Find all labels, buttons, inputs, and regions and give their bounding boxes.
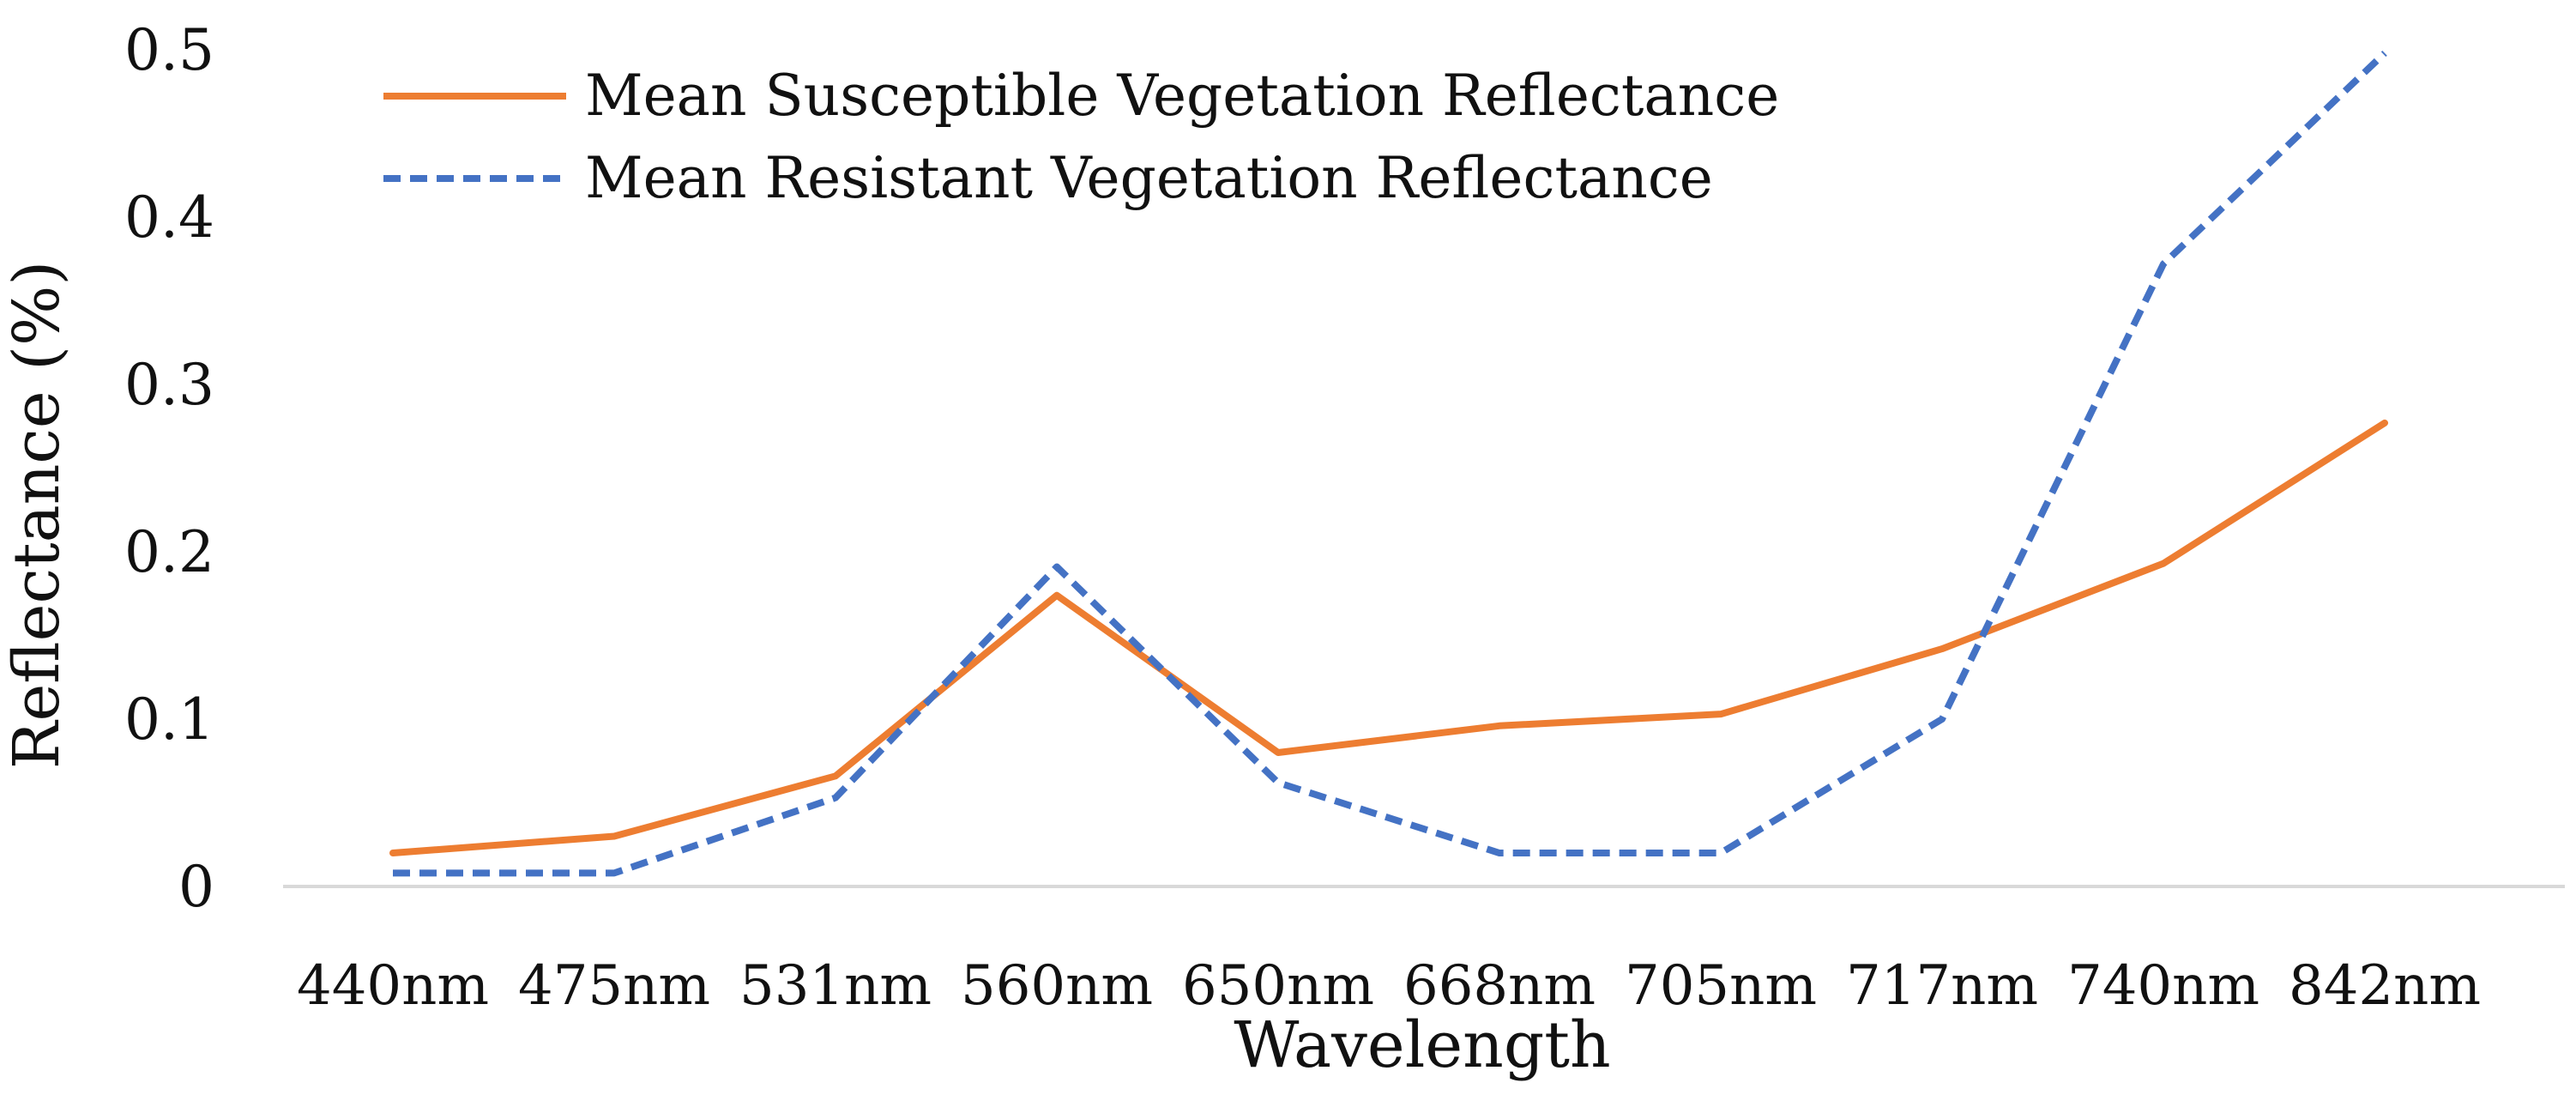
x-tick-label: 668nm [1403,954,1596,1018]
resistant-series-line [393,51,2387,877]
y-tick-label: 0.1 [124,687,214,753]
x-tick-label: 531nm [739,954,932,1018]
susceptible-series-line [389,419,2388,856]
x-tick-label: 740nm [2067,954,2259,1018]
x-axis-title: Wavelength [1234,1008,1610,1082]
x-tick-label: 440nm [297,954,489,1018]
legend: Mean Susceptible Vegetation Reflectance M… [383,63,1779,211]
x-tick-label: 650nm [1182,954,1374,1018]
y-axis-ticks: 0 0.1 0.2 0.3 0.4 0.5 [124,17,214,920]
x-axis-ticks: 440nm 475nm 531nm 560nm 650nm 668nm 705nm 717nm… [297,954,2481,1018]
y-tick-label: 0.2 [124,519,214,585]
series-lines [389,51,2388,877]
y-tick-label: 0.3 [124,352,214,418]
y-axis-title: Reflectance (%) [0,261,74,769]
legend-label: Mean Susceptible Vegetation Reflectance [585,63,1779,129]
x-tick-label: 717nm [1846,954,2038,1018]
x-tick-label: 705nm [1625,954,1817,1018]
x-tick-label: 475nm [518,954,710,1018]
y-tick-label: 0.5 [124,17,214,83]
x-tick-label: 842nm [2289,954,2481,1018]
legend-label: Mean Resistant Vegetation Reflectance [585,145,1713,211]
y-tick-label: 0 [178,854,214,920]
x-tick-label: 560nm [961,954,1153,1018]
y-tick-label: 0.4 [124,185,214,251]
